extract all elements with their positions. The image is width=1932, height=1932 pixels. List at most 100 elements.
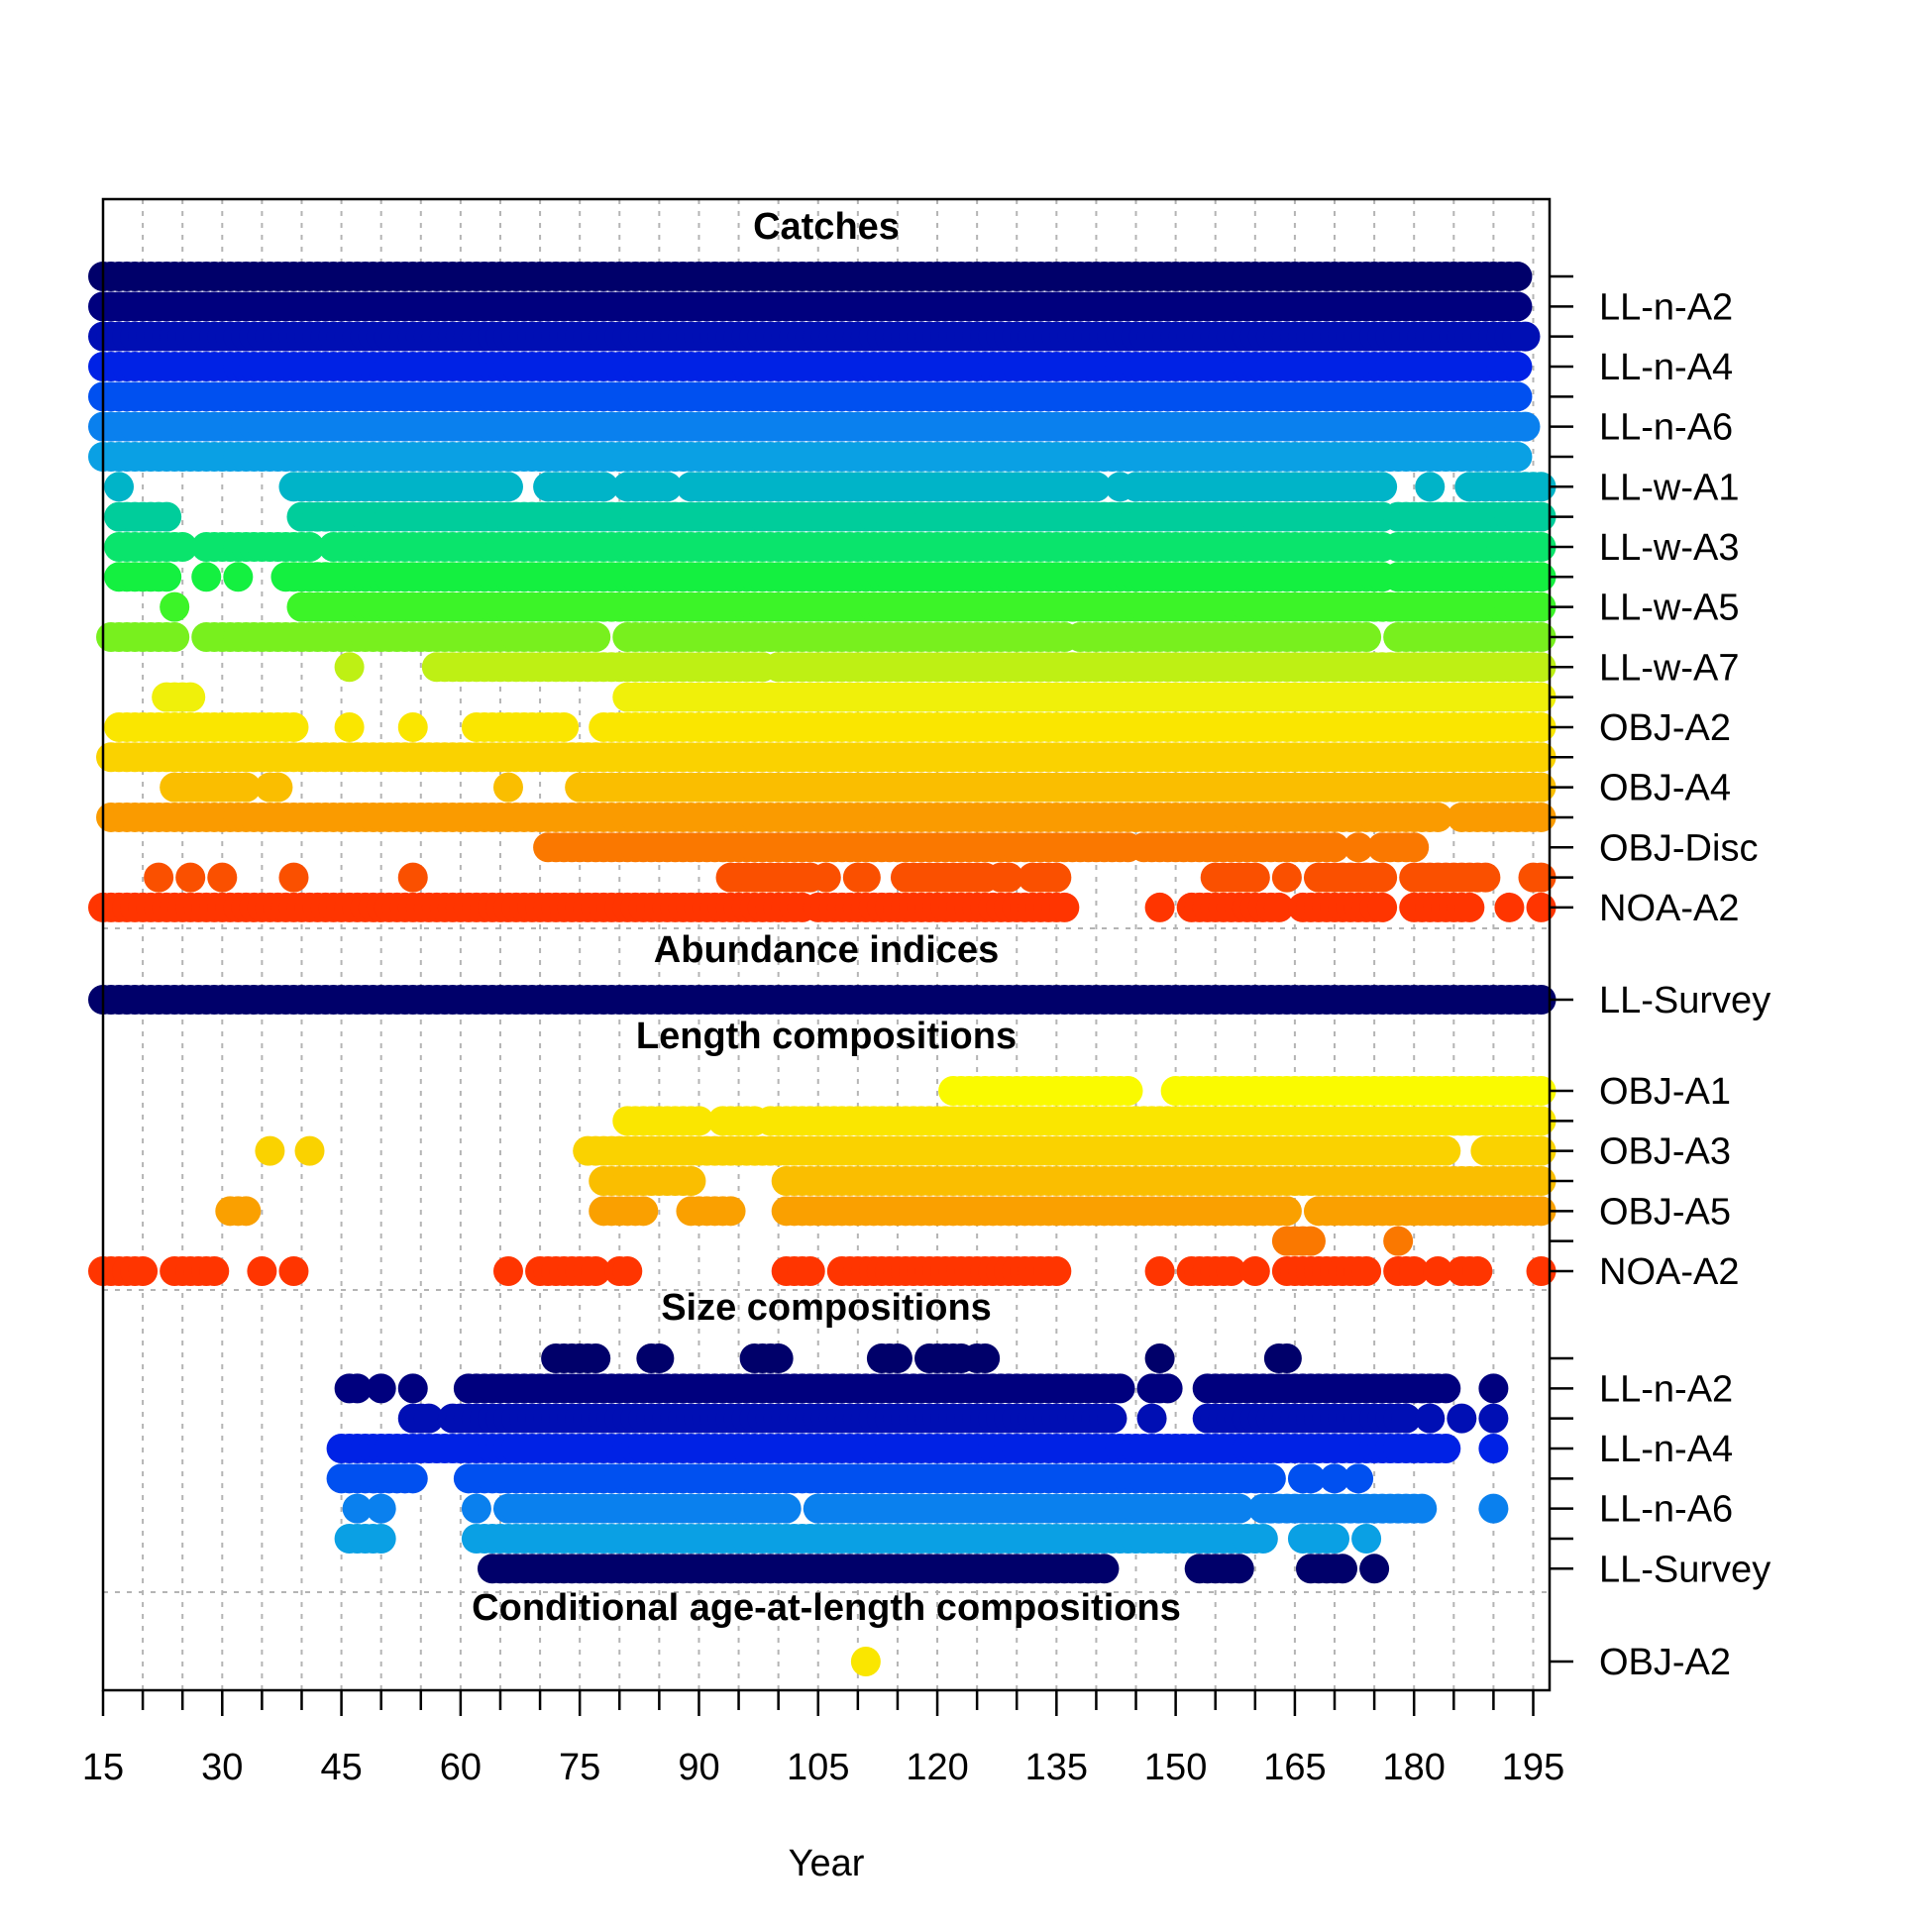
data-point — [366, 1523, 396, 1554]
data-point — [1462, 1255, 1493, 1286]
data-point — [1383, 1226, 1414, 1256]
data-point — [278, 1255, 309, 1286]
data-point — [1144, 1255, 1175, 1286]
data-point — [1239, 1255, 1270, 1286]
data-point — [1423, 1255, 1453, 1286]
series-row — [88, 351, 1533, 381]
data-point — [1263, 892, 1294, 922]
data-point — [1049, 892, 1080, 922]
data-point — [715, 1196, 746, 1227]
series-row — [96, 802, 1556, 832]
data-point — [1415, 472, 1446, 502]
data-point — [342, 1493, 373, 1524]
data-point — [1391, 1403, 1422, 1434]
data-point — [397, 1463, 428, 1494]
data-point — [152, 562, 182, 592]
data-point — [278, 711, 309, 742]
data-point — [1502, 441, 1533, 472]
series-row — [96, 742, 1556, 773]
series-row — [342, 1493, 1509, 1524]
data-point — [1041, 1255, 1072, 1286]
data-point — [1255, 1463, 1286, 1494]
data-point — [334, 711, 365, 742]
data-point — [1494, 892, 1525, 922]
data-point — [492, 772, 523, 803]
data-point — [1510, 411, 1541, 442]
data-point — [1470, 862, 1501, 893]
data-point — [397, 862, 428, 893]
data-point — [1367, 862, 1398, 893]
series-row — [104, 531, 1556, 562]
data-point — [104, 472, 135, 502]
data-point — [652, 472, 683, 502]
data-point — [175, 682, 206, 712]
data-point — [247, 1255, 277, 1286]
series-row — [589, 1165, 1556, 1196]
series-row — [397, 1403, 1509, 1434]
data-point — [207, 862, 238, 893]
data-point — [581, 1343, 611, 1373]
data-point — [160, 591, 190, 622]
data-point — [231, 772, 262, 803]
data-point — [810, 862, 841, 893]
data-point — [1216, 1255, 1246, 1286]
data-point — [397, 711, 428, 742]
data-point — [1399, 832, 1430, 863]
series-row — [88, 291, 1533, 322]
series-row — [88, 411, 1541, 442]
data-point — [676, 1165, 706, 1196]
data-point — [160, 621, 190, 652]
data-point — [1271, 862, 1302, 893]
series-row — [104, 472, 1556, 502]
data-point — [994, 862, 1024, 893]
series-row — [144, 862, 1556, 893]
data-point — [644, 1343, 675, 1373]
series-row — [255, 1135, 1556, 1166]
data-point — [1152, 1373, 1183, 1404]
data-point — [1144, 1343, 1175, 1373]
data-point — [1343, 832, 1374, 863]
data-point — [492, 1255, 523, 1286]
data-point — [461, 1493, 491, 1524]
data-point — [763, 1343, 794, 1373]
data-point — [492, 472, 523, 502]
data-point — [1320, 832, 1350, 863]
data-point — [231, 1196, 262, 1227]
series-row — [88, 321, 1541, 352]
data-point — [1478, 1433, 1509, 1463]
data-point — [366, 1373, 396, 1404]
data-point — [397, 1373, 428, 1404]
series-row — [533, 832, 1430, 863]
series-row — [160, 591, 1556, 622]
data-point — [1295, 1226, 1326, 1256]
dots-layer — [88, 262, 1556, 1676]
data-point — [1320, 1463, 1350, 1494]
grid-layer — [103, 199, 1550, 1690]
data-point — [294, 1135, 325, 1166]
data-point — [1041, 862, 1072, 893]
data-point — [294, 531, 325, 562]
data-point — [1343, 1463, 1374, 1494]
data-point — [278, 862, 309, 893]
data-point — [549, 711, 580, 742]
series-row — [88, 1255, 1556, 1286]
data-point — [1478, 1493, 1509, 1524]
series-row — [334, 1373, 1509, 1404]
data-point — [366, 1493, 396, 1524]
data-point — [1113, 1076, 1143, 1106]
series-row — [88, 441, 1533, 472]
data-point — [1431, 1135, 1461, 1166]
data-point — [334, 652, 365, 683]
data-point — [191, 562, 222, 592]
data-point — [1423, 802, 1453, 832]
data-point — [1431, 1433, 1461, 1463]
data-point — [1502, 291, 1533, 322]
series-row — [104, 562, 1556, 592]
series-row — [160, 772, 1556, 803]
data-point — [1271, 1343, 1302, 1373]
series-row — [104, 711, 1556, 742]
series-row — [104, 501, 1556, 532]
data-point — [684, 1106, 714, 1136]
data-point — [1271, 1196, 1302, 1227]
data-point — [1399, 1255, 1430, 1286]
